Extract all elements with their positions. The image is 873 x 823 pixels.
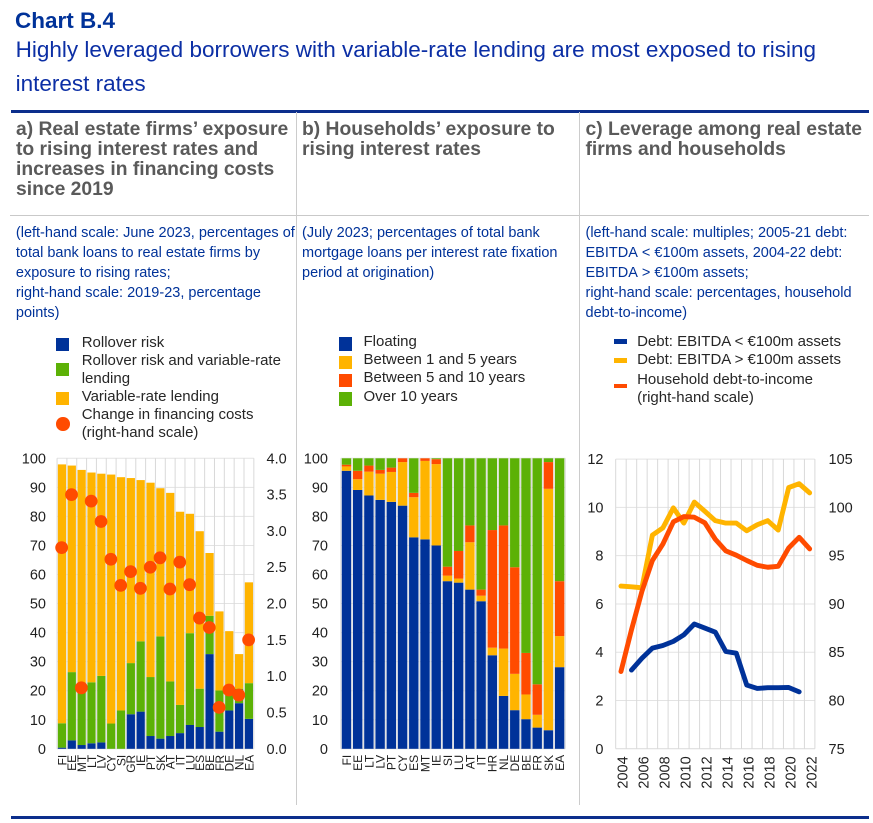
svg-text:90: 90 <box>312 480 328 496</box>
svg-text:80: 80 <box>312 509 328 525</box>
svg-text:85: 85 <box>829 645 845 661</box>
svg-text:0: 0 <box>595 742 603 758</box>
svg-text:MT: MT <box>418 754 432 772</box>
svg-text:95: 95 <box>829 549 845 565</box>
svg-text:HR: HR <box>486 754 500 772</box>
svg-text:BE: BE <box>203 755 217 771</box>
svg-text:SI: SI <box>114 755 128 766</box>
svg-text:LT: LT <box>362 754 376 768</box>
svg-text:0.5: 0.5 <box>267 705 287 721</box>
svg-text:PT: PT <box>385 754 399 770</box>
svg-text:LU: LU <box>183 755 197 770</box>
svg-text:DE: DE <box>223 755 237 772</box>
svg-text:ES: ES <box>193 755 207 771</box>
svg-text:2018: 2018 <box>762 756 778 788</box>
svg-text:30: 30 <box>312 655 328 671</box>
svg-text:AT: AT <box>164 754 178 769</box>
svg-text:8: 8 <box>595 549 603 565</box>
svg-text:2016: 2016 <box>741 756 757 788</box>
svg-text:3.0: 3.0 <box>267 524 287 540</box>
svg-text:4.0: 4.0 <box>267 451 287 467</box>
svg-text:LU: LU <box>452 755 466 770</box>
svg-text:3.5: 3.5 <box>267 488 287 504</box>
svg-text:EE: EE <box>65 755 79 771</box>
svg-text:LT: LT <box>85 754 99 768</box>
svg-text:SI: SI <box>441 755 455 766</box>
svg-text:2012: 2012 <box>700 756 716 788</box>
svg-text:1.5: 1.5 <box>267 633 287 649</box>
svg-text:2010: 2010 <box>679 756 695 788</box>
svg-text:EA: EA <box>553 755 567 771</box>
svg-text:100: 100 <box>829 500 853 516</box>
svg-text:2: 2 <box>595 694 603 710</box>
svg-text:ES: ES <box>407 755 421 771</box>
svg-text:NL: NL <box>497 754 511 770</box>
svg-text:70: 70 <box>312 538 328 554</box>
svg-text:DE: DE <box>508 755 522 772</box>
svg-text:4: 4 <box>595 645 603 661</box>
svg-text:2.5: 2.5 <box>267 560 287 576</box>
svg-text:1.0: 1.0 <box>267 669 287 685</box>
svg-text:2020: 2020 <box>783 756 799 788</box>
svg-text:70: 70 <box>30 538 46 554</box>
svg-text:BE: BE <box>519 755 533 771</box>
svg-text:0.0: 0.0 <box>267 742 287 758</box>
svg-text:40: 40 <box>30 626 46 642</box>
svg-text:50: 50 <box>30 597 46 613</box>
svg-text:10: 10 <box>30 713 46 729</box>
svg-text:30: 30 <box>30 655 46 671</box>
svg-text:40: 40 <box>312 626 328 642</box>
svg-text:2008: 2008 <box>658 756 674 788</box>
svg-text:0: 0 <box>320 742 328 758</box>
svg-text:FR: FR <box>531 754 545 770</box>
svg-text:90: 90 <box>30 480 46 496</box>
svg-text:FI: FI <box>340 755 354 766</box>
svg-text:CY: CY <box>396 755 410 772</box>
svg-text:FI: FI <box>55 755 69 766</box>
svg-text:FR: FR <box>213 754 227 770</box>
svg-text:PT: PT <box>144 754 158 770</box>
svg-text:6: 6 <box>595 597 603 613</box>
svg-text:20: 20 <box>312 684 328 700</box>
svg-text:IE: IE <box>430 755 444 766</box>
svg-text:80: 80 <box>829 694 845 710</box>
svg-text:2004: 2004 <box>616 756 632 788</box>
svg-text:SK: SK <box>542 755 556 771</box>
svg-text:0: 0 <box>38 742 46 758</box>
svg-text:AT: AT <box>463 754 477 769</box>
svg-text:80: 80 <box>30 509 46 525</box>
svg-text:12: 12 <box>587 452 603 468</box>
svg-text:NL: NL <box>232 754 246 770</box>
svg-text:100: 100 <box>304 451 328 467</box>
svg-text:CY: CY <box>105 755 119 772</box>
svg-text:60: 60 <box>30 568 46 584</box>
svg-text:10: 10 <box>312 713 328 729</box>
svg-text:SK: SK <box>154 755 168 771</box>
svg-text:LV: LV <box>374 755 388 769</box>
svg-text:90: 90 <box>829 597 845 613</box>
svg-text:IT: IT <box>475 754 489 765</box>
svg-text:2006: 2006 <box>637 756 653 788</box>
svg-text:100: 100 <box>22 451 46 467</box>
svg-text:2.0: 2.0 <box>267 597 287 613</box>
svg-text:10: 10 <box>587 500 603 516</box>
svg-text:GR: GR <box>124 754 138 772</box>
svg-text:EA: EA <box>242 755 256 771</box>
svg-text:75: 75 <box>829 742 845 758</box>
svg-text:IT: IT <box>173 754 187 765</box>
svg-text:50: 50 <box>312 597 328 613</box>
svg-text:LV: LV <box>95 755 109 769</box>
svg-text:IE: IE <box>134 755 148 766</box>
svg-text:20: 20 <box>30 684 46 700</box>
svg-text:2022: 2022 <box>804 756 820 788</box>
svg-text:60: 60 <box>312 568 328 584</box>
svg-text:MT: MT <box>75 754 89 772</box>
svg-text:2014: 2014 <box>720 756 736 788</box>
svg-text:EE: EE <box>351 755 365 771</box>
svg-text:105: 105 <box>829 452 853 468</box>
